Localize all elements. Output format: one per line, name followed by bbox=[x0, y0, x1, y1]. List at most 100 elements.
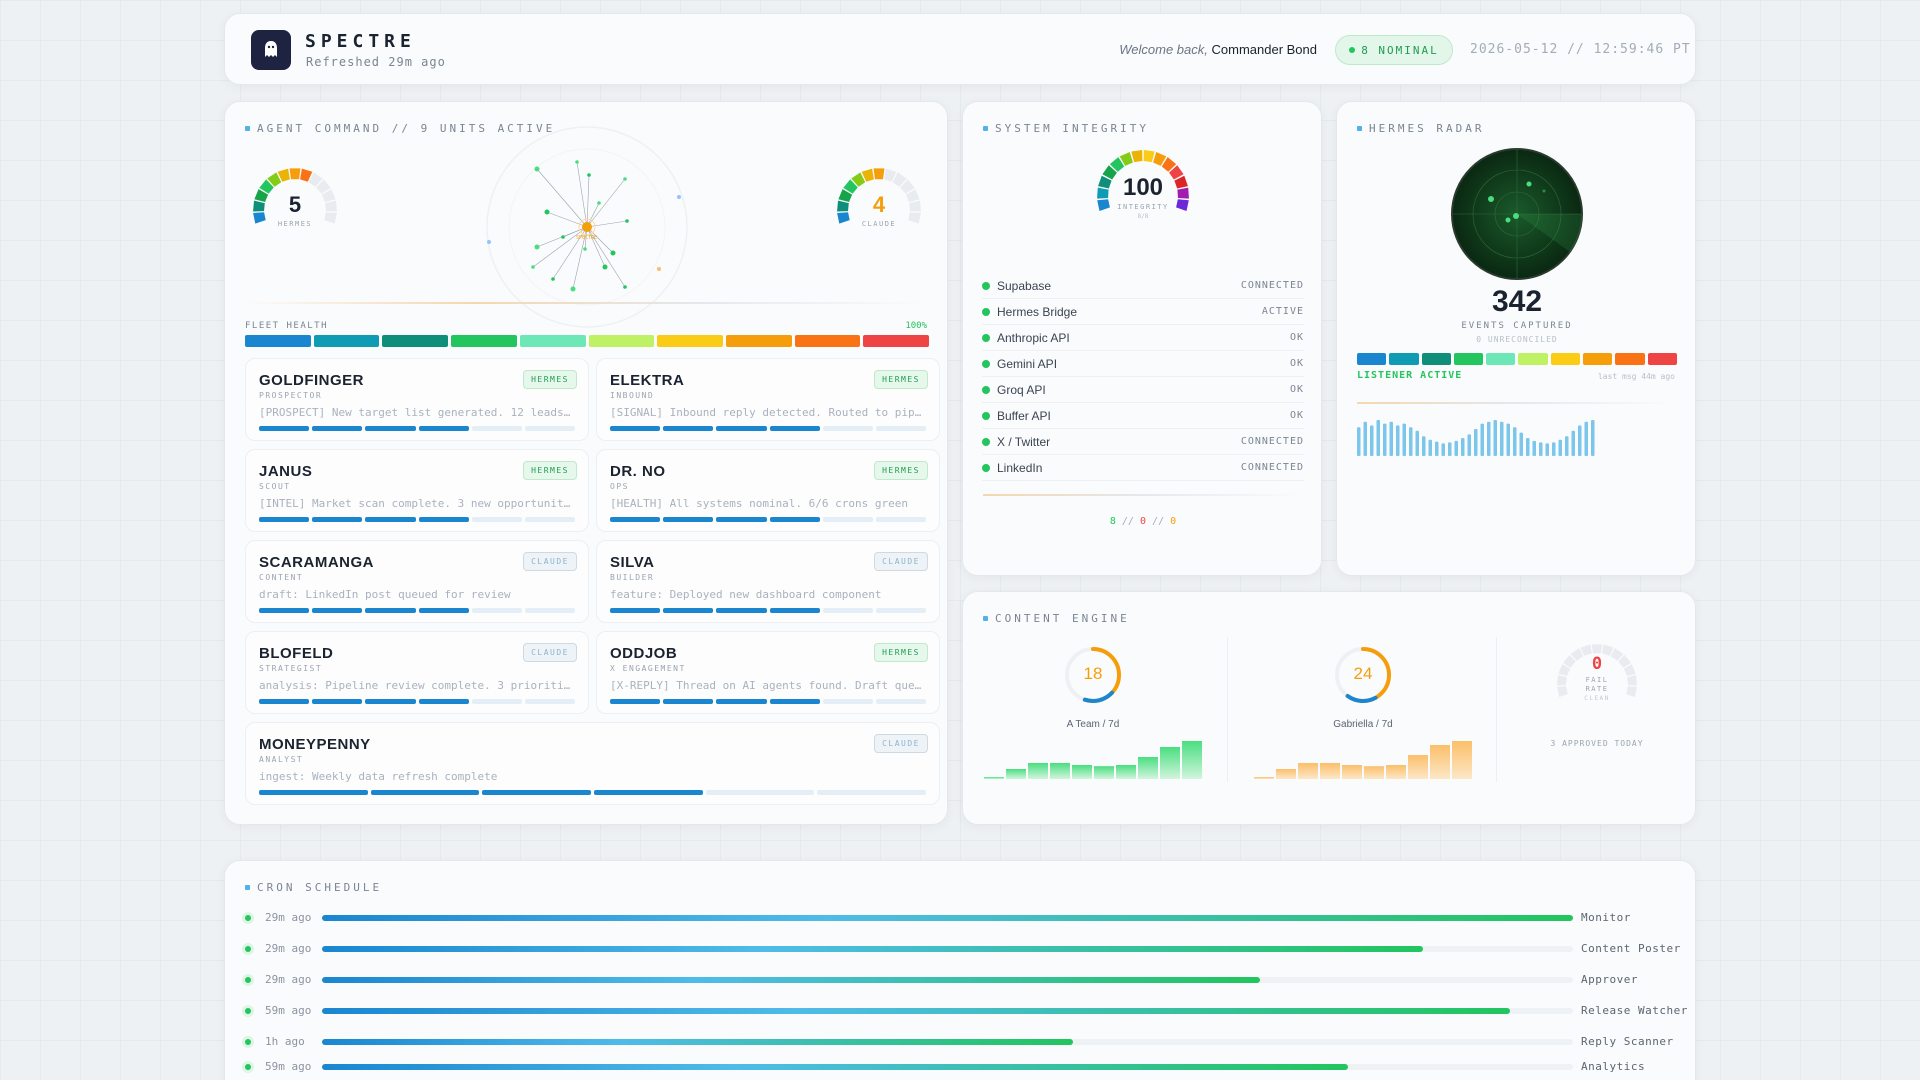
service-row[interactable]: Groq API OK bbox=[982, 377, 1304, 403]
agent-card-scaramanga[interactable]: SCARAMANGA CONTENT draft: LinkedIn post qu… bbox=[245, 540, 589, 623]
network-node[interactable] bbox=[544, 209, 550, 215]
team-a-bar bbox=[1028, 763, 1048, 779]
agent-last-message: [PROSPECT] New target list generated. 12… bbox=[259, 406, 574, 419]
system-status-badge[interactable]: 8 NOMINAL bbox=[1335, 35, 1453, 65]
claude-gauge-segment bbox=[838, 189, 853, 203]
service-row[interactable]: Hermes Bridge ACTIVE bbox=[982, 299, 1304, 325]
network-node[interactable] bbox=[583, 247, 587, 251]
fail-rate-gauge-segment bbox=[1610, 648, 1624, 661]
agent-card-janus[interactable]: JANUS SCOUT [INTEL] Market scan complete. … bbox=[245, 449, 589, 532]
cron-schedule-panel: CRON SCHEDULE 29m ago Monitor 29m ago Conte… bbox=[224, 860, 1696, 1080]
progress-segment bbox=[312, 426, 363, 431]
divider bbox=[1227, 637, 1228, 782]
fleet-health-bar bbox=[245, 335, 930, 347]
cron-job-name: Reply Scanner bbox=[1581, 1035, 1674, 1048]
cron-progress-track bbox=[322, 946, 1573, 952]
network-node[interactable] bbox=[534, 244, 540, 250]
cron-last-run: 29m ago bbox=[265, 942, 312, 955]
waveform-bar bbox=[1467, 434, 1471, 456]
progress-segment bbox=[365, 699, 416, 704]
agent-name: SILVA bbox=[610, 554, 655, 571]
status-badge-label: 8 NOMINAL bbox=[1361, 43, 1439, 57]
agent-name: SCARAMANGA bbox=[259, 554, 374, 571]
agent-card-oddjob[interactable]: ODDJOB X ENGAGEMENT [X-REPLY] Thread on AI… bbox=[596, 631, 940, 714]
agent-card-silva[interactable]: SILVA BUILDER feature: Deployed new dashbo… bbox=[596, 540, 940, 623]
progress-segment bbox=[482, 790, 592, 795]
spectre-logo[interactable] bbox=[251, 30, 291, 70]
agent-engine-badge: CLAUDE bbox=[874, 552, 928, 571]
service-status: ACTIVE bbox=[1261, 306, 1304, 317]
cron-job-row[interactable]: 59m ago Release Watcher bbox=[245, 1001, 1687, 1021]
network-node[interactable] bbox=[610, 250, 616, 256]
agent-last-message: feature: Deployed new dashboard componen… bbox=[610, 588, 882, 601]
cron-job-row[interactable]: 29m ago Approver bbox=[245, 970, 1685, 990]
radar-scope[interactable] bbox=[1450, 147, 1584, 281]
status-dot-icon bbox=[982, 333, 990, 342]
network-orbit-node bbox=[657, 267, 661, 271]
service-status: OK bbox=[1289, 384, 1304, 395]
waveform-bar bbox=[1409, 427, 1413, 456]
network-node[interactable] bbox=[623, 285, 627, 289]
network-node[interactable] bbox=[587, 173, 591, 177]
network-node[interactable] bbox=[570, 286, 576, 292]
service-status: CONNECTED bbox=[1240, 462, 1304, 473]
service-row[interactable]: X / Twitter CONNECTED bbox=[982, 429, 1304, 455]
network-node[interactable] bbox=[531, 265, 535, 269]
cron-job-name: Approver bbox=[1581, 973, 1638, 986]
team-b-bar bbox=[1298, 763, 1318, 779]
agent-network-graph[interactable]: SPECTRE bbox=[477, 117, 697, 337]
network-node[interactable] bbox=[551, 277, 555, 281]
agent-card-drno[interactable]: DR. NO OPS [HEALTH] All systems nominal. 6… bbox=[596, 449, 940, 532]
integrity-gauge-segment bbox=[1169, 165, 1184, 180]
service-status: CONNECTED bbox=[1240, 436, 1304, 447]
service-row[interactable]: Supabase CONNECTED bbox=[982, 273, 1304, 299]
health-segment bbox=[1421, 353, 1451, 365]
cron-job-row[interactable]: 29m ago Monitor bbox=[245, 908, 1685, 928]
waveform-bar bbox=[1493, 420, 1497, 456]
waveform-bar bbox=[1532, 440, 1536, 456]
hermes-gauge-segment bbox=[316, 179, 331, 194]
network-node[interactable] bbox=[623, 177, 627, 181]
network-center-node[interactable] bbox=[582, 222, 592, 232]
team-a-bar bbox=[1006, 769, 1026, 779]
waveform-bar bbox=[1389, 421, 1393, 456]
ghost-icon bbox=[265, 41, 277, 57]
cron-job-row[interactable]: 1h ago Reply Scanner bbox=[245, 1032, 1685, 1052]
network-edge bbox=[586, 220, 628, 228]
network-node[interactable] bbox=[602, 264, 608, 270]
progress-segment bbox=[259, 790, 368, 795]
network-edge bbox=[532, 226, 588, 268]
agent-card-moneypenny[interactable]: MONEYPENNY ANALYST ingest: Weekly data ref… bbox=[245, 722, 940, 805]
waveform-bar bbox=[1435, 441, 1439, 456]
agent-last-message: [X-REPLY] Thread on AI agents found. Dra… bbox=[610, 679, 925, 692]
health-segment bbox=[1486, 353, 1516, 365]
network-node[interactable] bbox=[597, 201, 601, 205]
network-node[interactable] bbox=[625, 219, 629, 223]
waveform-bar bbox=[1539, 442, 1543, 456]
network-edge bbox=[576, 161, 588, 228]
status-dot-icon bbox=[245, 915, 251, 921]
agent-card-elektra[interactable]: ELEKTRA INBOUND [SIGNAL] Inbound reply det… bbox=[596, 358, 940, 441]
refresh-status: Refreshed 29m ago bbox=[306, 55, 446, 69]
cron-progress-track bbox=[322, 1008, 1573, 1014]
claude-gauge-segment bbox=[873, 168, 885, 180]
service-row[interactable]: Gemini API OK bbox=[982, 351, 1304, 377]
waveform-bar bbox=[1513, 427, 1517, 456]
network-node[interactable] bbox=[561, 235, 565, 239]
waveform-bar bbox=[1441, 443, 1445, 456]
service-row[interactable]: LinkedIn CONNECTED bbox=[982, 455, 1304, 481]
network-node[interactable] bbox=[534, 166, 540, 172]
integrity-gauge bbox=[1097, 150, 1189, 211]
integrity-gauge-segment bbox=[1131, 150, 1143, 163]
agent-card-blofeld[interactable]: BLOFELD STRATEGIST analysis: Pipeline revi… bbox=[245, 631, 589, 714]
service-row[interactable]: Anthropic API OK bbox=[982, 325, 1304, 351]
cron-job-row[interactable]: 59m ago Analytics bbox=[245, 1057, 1685, 1077]
agent-name: ODDJOB bbox=[610, 645, 678, 662]
network-node[interactable] bbox=[575, 160, 579, 164]
agent-last-message: [HEALTH] All systems nominal. 6/6 crons … bbox=[610, 497, 909, 510]
agent-card-goldfinger[interactable]: GOLDFINGER PROSPECTOR [PROSPECT] New targe… bbox=[245, 358, 589, 441]
health-segment bbox=[1615, 353, 1645, 365]
network-edge bbox=[546, 211, 588, 228]
service-row[interactable]: Buffer API OK bbox=[982, 403, 1304, 429]
cron-job-row[interactable]: 29m ago Content Poster bbox=[245, 939, 1685, 959]
